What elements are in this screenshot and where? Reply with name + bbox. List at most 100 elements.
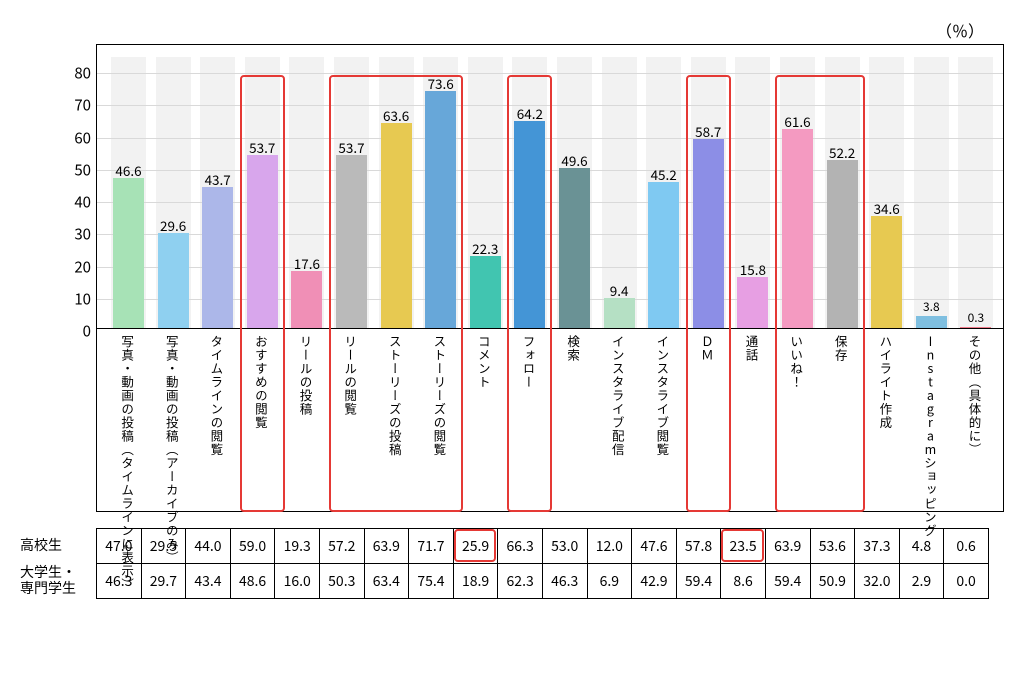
- x-axis-label: 保存: [833, 335, 849, 362]
- table-cell: 37.3: [855, 529, 900, 564]
- table-cell: 6.9: [587, 564, 632, 599]
- y-tick-label: 70: [59, 95, 91, 116]
- bar: 9.4: [604, 298, 635, 328]
- bar-value-label: 9.4: [604, 280, 635, 300]
- table-cell: 63.4: [364, 564, 409, 599]
- bar-value-label: 46.6: [113, 160, 144, 180]
- x-axis-label: ストーリーズの投稿: [387, 335, 403, 457]
- bar: 29.6: [158, 233, 189, 328]
- category-shade: [914, 57, 949, 328]
- bar-value-label: 17.6: [291, 253, 322, 273]
- table-cell: 57.2: [319, 529, 364, 564]
- y-tick-label: 60: [59, 127, 91, 148]
- x-axis-label: タイムラインの閲覧: [209, 335, 225, 457]
- table-cell: 63.9: [364, 529, 409, 564]
- table-cell: 66.3: [498, 529, 543, 564]
- bar: 49.6: [559, 168, 590, 328]
- bar-value-label: 43.7: [202, 169, 233, 189]
- table-cell: 50.9: [810, 564, 855, 599]
- y-tick-label: 50: [59, 159, 91, 180]
- x-axis-label: おすすめの閲覧: [253, 335, 269, 430]
- table-cell: 57.8: [676, 529, 721, 564]
- x-axis-label: リールの投稿: [298, 335, 314, 416]
- table-row-header: 大学生・ 専門学生: [20, 563, 96, 598]
- table-cell: 23.5: [721, 529, 766, 564]
- bar-value-label: 22.3: [470, 238, 501, 258]
- table-cell: 50.3: [319, 564, 364, 599]
- x-axis-label: インスタライブ閲覧: [655, 335, 671, 457]
- x-axis-label: インスタライブ配信: [610, 335, 626, 457]
- bar: 45.2: [648, 182, 679, 328]
- y-tick-label: 80: [59, 63, 91, 84]
- bar: 43.7: [202, 187, 233, 328]
- table-cell: 0.6: [944, 529, 989, 564]
- x-axis-label: 通話: [744, 335, 760, 362]
- table-row-header: 高校生: [20, 528, 96, 563]
- x-axis-label: その他（具体的に）: [967, 335, 983, 457]
- bar: 15.8: [737, 277, 768, 328]
- table-cell: 75.4: [409, 564, 454, 599]
- y-tick-label: 40: [59, 192, 91, 213]
- grid-line: [97, 73, 1003, 74]
- table-row: 47.029.544.059.019.357.263.971.725.966.3…: [97, 529, 989, 564]
- bar: 34.6: [871, 216, 902, 328]
- x-axis-label: Instagramショッピング: [922, 335, 938, 538]
- x-labels-area: 写真・動画の投稿（タイムラインに表示）写真・動画の投稿（アーカイブのみ）タイムラ…: [97, 331, 1003, 511]
- bar-value-label: 45.2: [648, 164, 679, 184]
- table-cell: 32.0: [855, 564, 900, 599]
- unit-label: （％）: [20, 18, 1004, 42]
- table-cell: 19.3: [275, 529, 320, 564]
- table-cell: 25.9: [453, 529, 498, 564]
- y-tick-label: 0: [59, 321, 91, 342]
- data-table: 47.029.544.059.019.357.263.971.725.966.3…: [96, 528, 989, 599]
- bar-value-label: 15.8: [737, 259, 768, 279]
- table-cell: 29.5: [141, 529, 186, 564]
- bar: 0.3: [960, 327, 991, 328]
- table-wrap: 高校生大学生・ 専門学生 47.029.544.059.019.357.263.…: [20, 528, 1004, 599]
- table-cell: 12.0: [587, 529, 632, 564]
- x-axis-label: 検索: [566, 335, 582, 362]
- x-axis-label: リールの閲覧: [343, 335, 359, 416]
- table-cell: 48.6: [230, 564, 275, 599]
- table-cell: 59.4: [676, 564, 721, 599]
- table-row: 46.329.743.448.616.050.363.475.418.962.3…: [97, 564, 989, 599]
- table-cell: 29.7: [141, 564, 186, 599]
- y-tick-label: 10: [59, 288, 91, 309]
- table-container: 47.029.544.059.019.357.263.971.725.966.3…: [96, 528, 989, 599]
- chart-frame: 0102030405060708046.629.643.753.717.653.…: [96, 44, 1004, 512]
- table-cell: 46.3: [97, 564, 142, 599]
- plot-area: 0102030405060708046.629.643.753.717.653.…: [97, 57, 1003, 329]
- table-cell: 53.0: [542, 529, 587, 564]
- x-axis-label: ＤＭ: [699, 335, 715, 362]
- category-shade: [958, 57, 993, 328]
- table-cell: 44.0: [186, 529, 231, 564]
- row-headers: 高校生大学生・ 専門学生: [20, 528, 96, 599]
- table-cell: 16.0: [275, 564, 320, 599]
- bar-value-label: 3.8: [916, 298, 947, 315]
- table-cell: 47.0: [97, 529, 142, 564]
- bar: 3.8: [916, 316, 947, 328]
- bar-value-label: 0.3: [960, 309, 991, 326]
- x-axis-label: ハイライト作成: [878, 335, 894, 430]
- table-cell: 59.4: [765, 564, 810, 599]
- bar-value-label: 49.6: [559, 150, 590, 170]
- table-cell: 53.6: [810, 529, 855, 564]
- table-cell: 71.7: [409, 529, 454, 564]
- table-cell: 2.9: [899, 564, 944, 599]
- bar-value-label: 29.6: [158, 215, 189, 235]
- table-cell: 42.9: [632, 564, 677, 599]
- y-tick-label: 20: [59, 256, 91, 277]
- x-axis-label: コメント: [476, 335, 492, 389]
- bar: 17.6: [291, 271, 322, 328]
- table-cell: 47.6: [632, 529, 677, 564]
- table-cell: 63.9: [765, 529, 810, 564]
- x-axis-label: ストーリーズの閲覧: [432, 335, 448, 457]
- table-cell: 46.3: [542, 564, 587, 599]
- bar-value-label: 34.6: [871, 198, 902, 218]
- bar: 22.3: [470, 256, 501, 328]
- bar: 46.6: [113, 178, 144, 328]
- table-cell: 62.3: [498, 564, 543, 599]
- table-cell: 8.6: [721, 564, 766, 599]
- x-axis-label: いいね！: [789, 335, 805, 389]
- table-cell: 0.0: [944, 564, 989, 599]
